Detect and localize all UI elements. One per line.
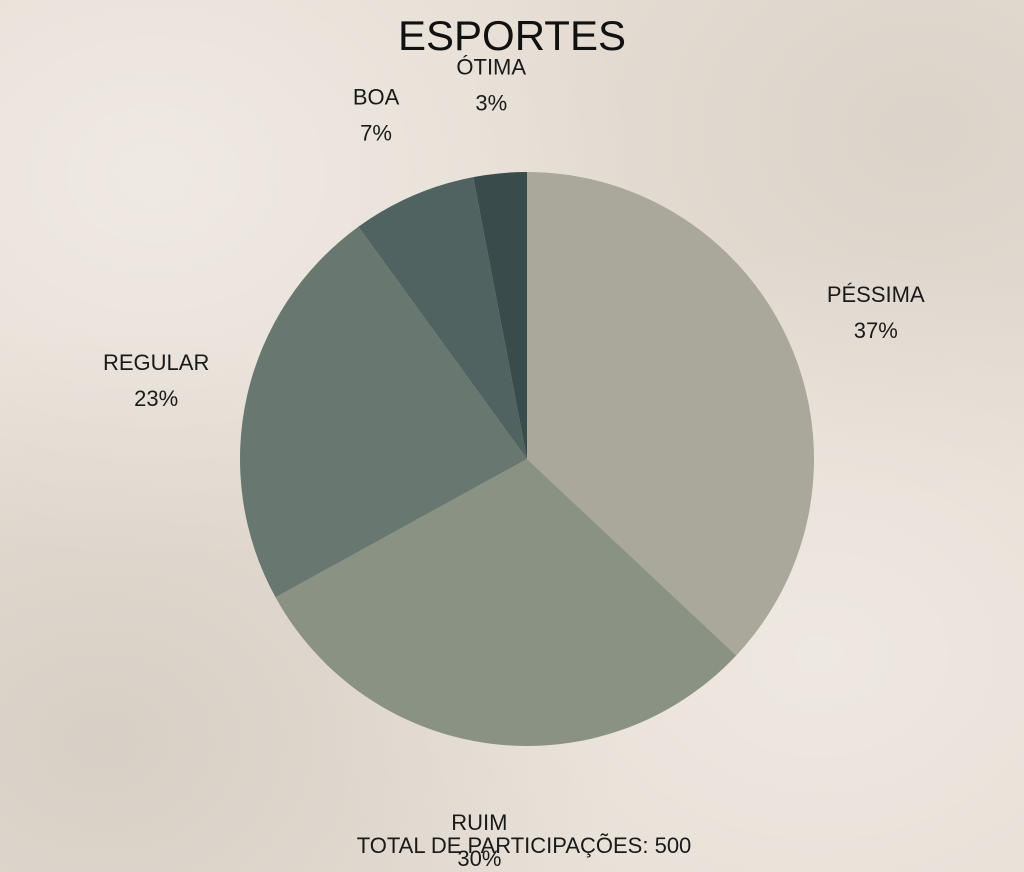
slice-labels: PÉSSIMA 37% RUIM 30% REGULAR 23% BOA 7% ÓTIMA 3% xyxy=(103,55,925,871)
slice-percent-boa: 7% xyxy=(360,120,392,145)
pie-slice-ruim xyxy=(275,459,737,747)
slice-name-regular: REGULAR xyxy=(103,350,209,375)
slice-name-pessima: PÉSSIMA xyxy=(827,282,925,307)
pie-slice-pessima xyxy=(527,172,814,656)
pie-slice-regular xyxy=(239,226,527,598)
slice-percent-pessima: 37% xyxy=(854,318,898,343)
total-participations: TOTAL DE PARTICIPAÇÕES: 500 xyxy=(357,833,692,858)
pie-slice-otima xyxy=(473,172,527,459)
pie-slices xyxy=(239,172,814,747)
pie-slice-boa xyxy=(358,177,527,459)
slice-name-ruim: RUIM xyxy=(451,810,507,835)
slice-percent-regular: 23% xyxy=(134,386,178,411)
slice-percent-otima: 3% xyxy=(475,91,507,116)
slice-name-boa: BOA xyxy=(353,84,400,109)
chart-title: ESPORTES xyxy=(398,12,626,59)
slice-name-otima: ÓTIMA xyxy=(456,55,526,80)
slice-percent-ruim: 30% xyxy=(457,846,501,871)
